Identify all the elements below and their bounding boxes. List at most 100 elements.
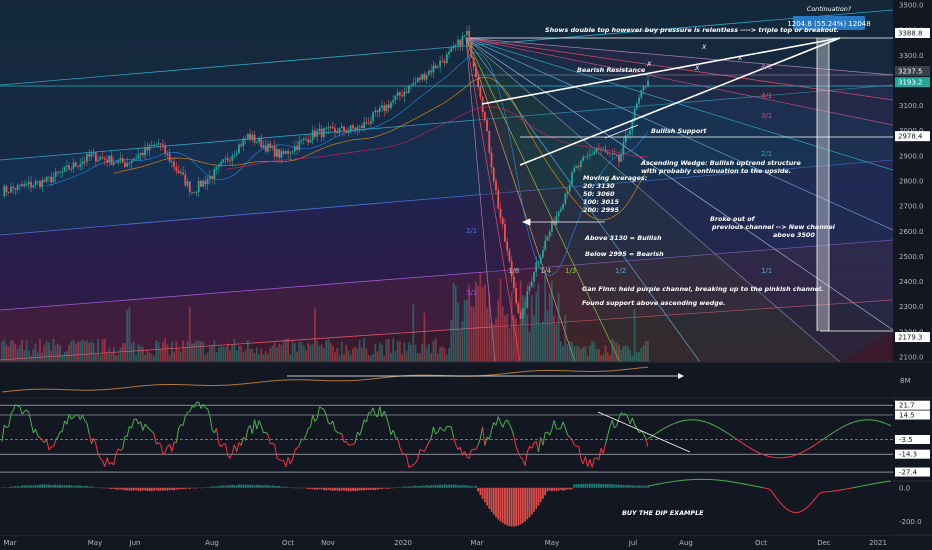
histogram-bar — [164, 487, 167, 491]
oscillator-segment — [211, 429, 215, 434]
histogram-bar — [229, 485, 231, 488]
histogram-bar — [618, 484, 620, 488]
oscillator-tag-3: -14.3 — [899, 451, 917, 459]
histogram-bar — [334, 487, 336, 491]
oscillator-segment — [146, 426, 150, 430]
oscillator-segment — [450, 427, 455, 438]
candle-body — [331, 126, 334, 129]
oscillator-segment — [410, 464, 414, 467]
volume-bar — [466, 299, 468, 362]
histogram-bar — [293, 487, 296, 489]
volume-bar — [130, 343, 133, 362]
candle-body — [269, 143, 272, 148]
volume-bar — [553, 315, 556, 362]
histogram-bar — [10, 486, 12, 488]
volume-bar — [434, 338, 437, 362]
candle-body — [609, 153, 611, 155]
histogram-bar — [316, 487, 319, 490]
candle-body — [546, 236, 549, 241]
volume-bar — [202, 341, 205, 362]
histogram-bar — [88, 486, 91, 488]
oscillator-segment — [10, 410, 14, 415]
volume-bar — [3, 339, 6, 362]
oscillator-segment — [193, 402, 197, 408]
volume-bar — [320, 344, 323, 362]
oscillator-segment — [462, 451, 466, 456]
histogram-bar — [367, 487, 370, 490]
oscillator-segment — [227, 455, 231, 459]
histogram-projection — [785, 508, 790, 512]
oscillator-segment — [377, 406, 381, 418]
candle-body — [441, 60, 444, 62]
ann-broke-2: previous channel --> New channel — [711, 223, 836, 231]
volume-bar — [14, 343, 17, 362]
candle-body — [68, 165, 70, 170]
histogram-bar — [79, 485, 82, 488]
candle-body — [466, 30, 468, 35]
volume-bar — [21, 339, 24, 362]
oscillator-segment — [309, 415, 314, 428]
oscillator-segment — [406, 455, 410, 468]
oscillator-projection — [722, 429, 727, 433]
candle-body — [130, 160, 133, 163]
histogram-bar — [407, 486, 410, 488]
oscillator-segment — [84, 420, 88, 424]
fan-ray — [465, 37, 521, 363]
histogram-bar — [179, 487, 182, 490]
histogram-projection — [854, 486, 859, 488]
oscillator-segment — [6, 425, 9, 429]
histogram-bar — [220, 485, 222, 488]
volume-bar — [365, 348, 368, 362]
histogram-bar — [112, 487, 115, 489]
oscillator-segment — [229, 453, 233, 459]
volume-bar — [638, 352, 640, 362]
volume-bar — [325, 340, 328, 362]
oscillator-segment — [385, 416, 390, 425]
oscillator-segment — [479, 426, 484, 439]
volume-bar — [231, 344, 234, 362]
volume-bar — [50, 350, 53, 362]
oscillator-projection — [851, 421, 856, 424]
oscillator-segment — [292, 450, 296, 460]
candle-body — [586, 155, 589, 157]
candle-body — [495, 180, 497, 191]
histogram-bar — [595, 483, 598, 488]
volume-bar — [65, 351, 68, 362]
oscillator-segment — [120, 448, 124, 452]
histogram-bar — [508, 487, 511, 527]
histogram-bar — [108, 487, 111, 489]
candle-body — [414, 82, 417, 84]
candle-body — [168, 153, 171, 162]
candle-body — [249, 133, 252, 140]
oscillator-segment — [24, 409, 27, 412]
histogram-bar — [97, 487, 100, 488]
histogram-bar — [559, 487, 562, 490]
volume-bar — [1, 341, 3, 362]
oscillator-projection — [848, 422, 853, 425]
oscillator-projection — [680, 420, 685, 422]
histogram-bar — [202, 487, 205, 489]
oscillator-projection — [698, 419, 703, 422]
oscillator-projection — [818, 439, 823, 443]
volume-bar — [132, 341, 135, 362]
price-tick-2600: 2600.0 — [899, 228, 924, 236]
histogram-bar — [233, 485, 236, 488]
oscillator-segment — [66, 414, 70, 425]
volume-bar — [490, 322, 493, 362]
volume-bar — [383, 355, 386, 362]
histogram-bar — [135, 487, 138, 491]
candle-body — [132, 158, 135, 161]
oscillator-segment — [564, 427, 569, 435]
price-tag-bg-0 — [895, 27, 930, 38]
volume-bar — [403, 342, 406, 362]
histogram-bar — [238, 484, 240, 488]
oscillator-projection — [761, 453, 766, 456]
candle-body — [550, 221, 553, 232]
candle-body — [34, 181, 37, 186]
histogram-bar — [21, 485, 24, 488]
histogram-bar — [535, 487, 538, 509]
date-tick-6: 2020 — [394, 539, 412, 547]
candle-body — [470, 39, 473, 58]
oscillator-segment — [627, 417, 631, 424]
histogram-bar — [644, 485, 647, 488]
